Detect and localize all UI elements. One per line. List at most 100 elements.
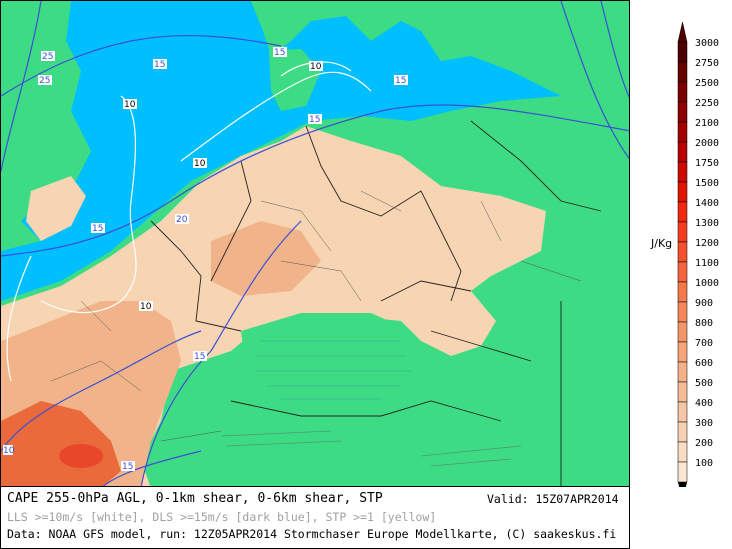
contour-labels: 25 25 15 15 10 10 15 10 15 20 15 10 15 1… bbox=[3, 47, 408, 472]
contour-label: 15 bbox=[154, 60, 165, 70]
legend-swatch bbox=[677, 241, 688, 263]
legend-unit: J/Kg bbox=[650, 237, 672, 250]
contour-label-box bbox=[139, 301, 153, 311]
cape-mid-inland bbox=[211, 221, 321, 296]
contour-label: 10 bbox=[140, 302, 152, 312]
legend-swatch bbox=[677, 261, 688, 283]
contour-label: 10 bbox=[124, 100, 136, 110]
legend-tick-label: 100 bbox=[695, 458, 713, 469]
legend-tick-label: 2500 bbox=[695, 78, 719, 89]
legend-tick-label: 1500 bbox=[695, 178, 719, 189]
legend-swatch bbox=[677, 81, 688, 103]
contour-label-box bbox=[153, 59, 167, 69]
legend-tick-label: 2000 bbox=[695, 138, 719, 149]
contour-label-box bbox=[193, 351, 207, 361]
contour-label-box bbox=[175, 214, 189, 224]
contour-label: 10 bbox=[3, 446, 15, 456]
contour-label: 15 bbox=[274, 48, 285, 58]
legend-swatch bbox=[677, 441, 688, 463]
legend-swatch bbox=[677, 361, 688, 383]
legend-swatch bbox=[677, 421, 688, 443]
land-alps-region bbox=[241, 313, 431, 411]
contour-label-box bbox=[308, 114, 322, 124]
legend-swatch bbox=[677, 401, 688, 423]
data-source: Data: NOAA GFS model, run: 12Z05APR2014 … bbox=[7, 527, 617, 541]
legend-swatch bbox=[677, 141, 688, 163]
lls-contour bbox=[40, 95, 137, 314]
legend-swatch bbox=[677, 41, 688, 63]
contour-label: 15 bbox=[309, 115, 320, 125]
legend-tick-label: 1300 bbox=[695, 218, 719, 229]
legend-tick-label: 1750 bbox=[695, 158, 719, 169]
legend-swatch bbox=[677, 61, 688, 83]
dls-contour bbox=[1, 330, 202, 452]
legend-arrow-top bbox=[677, 21, 688, 43]
contour-label-box bbox=[38, 75, 52, 85]
legend-swatch bbox=[677, 281, 688, 303]
map-canvas: 25 25 15 15 10 10 15 10 15 20 15 10 15 1… bbox=[1, 1, 629, 486]
legend-tick-label: 400 bbox=[695, 398, 713, 409]
legend-bars: 3000 2750 2500 2250 2100 2000 1750 1500 1400 1300… bbox=[677, 21, 719, 502]
legend-tick-label: 600 bbox=[695, 358, 713, 369]
legend-tick-label: 1200 bbox=[695, 238, 719, 249]
contour-label: 10 bbox=[194, 159, 206, 169]
legend-swatch bbox=[677, 181, 688, 203]
lls-contour bbox=[180, 71, 372, 162]
contour-label-box bbox=[91, 223, 105, 233]
contour-label-box bbox=[273, 47, 287, 57]
dls-contour bbox=[1, 104, 629, 257]
legend-swatch bbox=[677, 301, 688, 323]
legend-tick-label: 500 bbox=[695, 378, 713, 389]
valid-time: Valid: 15Z07APR2014 bbox=[487, 492, 619, 506]
contour-label: 15 bbox=[395, 76, 406, 86]
contour-label: 25 bbox=[42, 52, 53, 62]
legend-swatch bbox=[677, 161, 688, 183]
map-title: CAPE 255-0hPa AGL, 0-1km shear, 0-6km sh… bbox=[7, 491, 383, 506]
legend-tick-label: 700 bbox=[695, 338, 713, 349]
cape-low-britain bbox=[26, 176, 86, 241]
legend-tick-label: 1400 bbox=[695, 198, 719, 209]
land-scandinavia bbox=[251, 1, 629, 101]
legend-swatch bbox=[677, 381, 688, 403]
legend-arrow-bottom bbox=[678, 482, 687, 502]
dls-contour bbox=[600, 1, 629, 99]
legend-swatch bbox=[677, 341, 688, 363]
legend-tick-label: 2250 bbox=[695, 98, 719, 109]
contour-label: 25 bbox=[39, 76, 50, 86]
dls-contour bbox=[1, 1, 42, 172]
legend-swatch bbox=[677, 321, 688, 343]
contour-label: 20 bbox=[176, 215, 188, 225]
weather-map: 25 25 15 15 10 10 15 10 15 20 15 10 15 1… bbox=[0, 0, 630, 487]
country-borders bbox=[150, 120, 602, 486]
legend-tick-label: 800 bbox=[695, 318, 713, 329]
land-denmark bbox=[269, 49, 321, 111]
contour-label: 15 bbox=[194, 352, 205, 362]
contour-label-box bbox=[123, 99, 137, 109]
contour-label-box bbox=[121, 461, 135, 471]
legend-tick-label: 2750 bbox=[695, 58, 719, 69]
contour-label: 15 bbox=[92, 224, 103, 234]
contour-label-box bbox=[3, 445, 13, 455]
legend-tick-label: 200 bbox=[695, 438, 713, 449]
color-legend: 3000 2750 2500 2250 2100 2000 1750 1500 1400 1300… bbox=[631, 0, 732, 502]
dls-contour bbox=[1, 34, 282, 97]
hatched-area-central bbox=[256, 340, 411, 400]
legend-tick-label: 3000 bbox=[695, 38, 719, 49]
legend-swatch bbox=[677, 101, 688, 123]
dls-contour bbox=[140, 220, 302, 486]
legend-swatch bbox=[677, 201, 688, 223]
legend-tick-label: 2100 bbox=[695, 118, 719, 129]
legend-tick-label: 300 bbox=[695, 418, 713, 429]
lls-contour bbox=[6, 255, 32, 382]
contour-label-box bbox=[41, 51, 55, 61]
contour-label: 10 bbox=[310, 62, 322, 72]
legend-tick-label: 900 bbox=[695, 298, 713, 309]
map-footer: CAPE 255-0hPa AGL, 0-1km shear, 0-6km sh… bbox=[0, 487, 630, 549]
contour-label-box bbox=[394, 75, 408, 85]
dls-contour bbox=[560, 1, 629, 160]
contour-label-box bbox=[193, 158, 207, 168]
overlay-note: LLS >=10m/s [white], DLS >=15m/s [dark b… bbox=[7, 510, 437, 524]
hatched-area-alps bbox=[220, 430, 522, 467]
legend-swatch bbox=[677, 121, 688, 143]
land-britain bbox=[1, 1, 91, 251]
